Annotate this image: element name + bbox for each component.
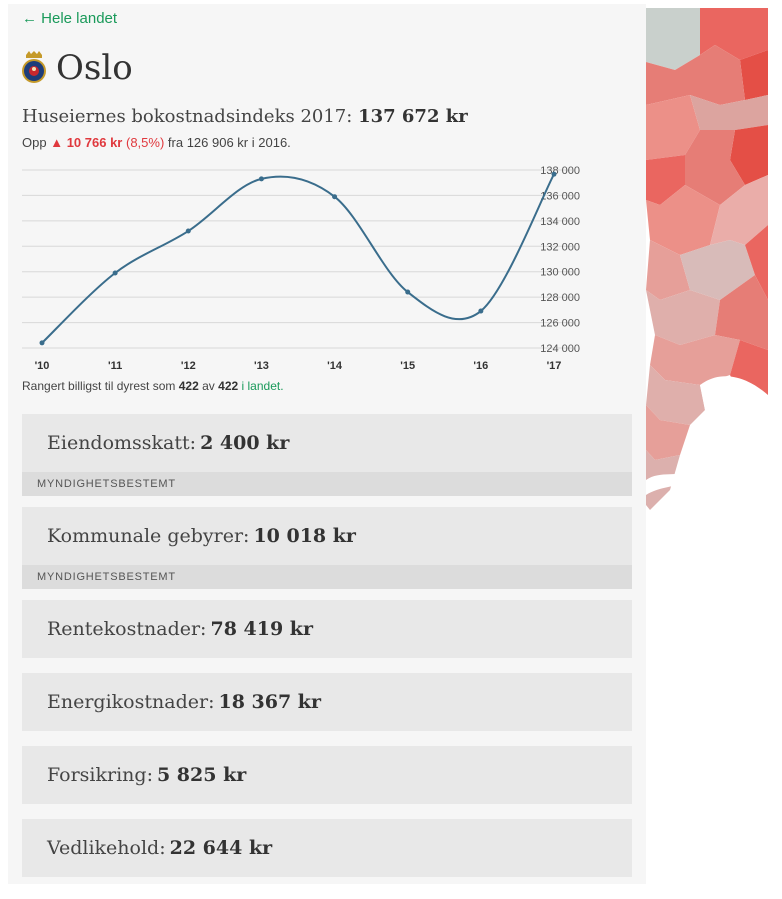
card-title: Forsikring: 5 825 kr <box>22 746 632 804</box>
card-tag: MYNDIGHETSBESTEMT <box>22 472 632 496</box>
y-tick-label: 136 000 <box>540 190 580 202</box>
page-header: Oslo <box>20 48 133 88</box>
data-point <box>551 171 557 177</box>
card-property-tax[interactable]: Eiendomsskatt: 2 400 kr MYNDIGHETSBESTEM… <box>22 414 632 496</box>
rank-position: 422 <box>178 379 199 393</box>
y-tick-label: 130 000 <box>540 267 580 279</box>
card-value: 5 825 kr <box>156 764 247 786</box>
card-insurance[interactable]: Forsikring: 5 825 kr <box>22 746 632 804</box>
data-point <box>258 176 264 182</box>
series-line <box>41 173 555 344</box>
card-value: 10 018 kr <box>253 525 356 547</box>
card-label: Kommunale gebyrer: <box>47 525 250 547</box>
x-tick-label: '17 <box>547 360 562 372</box>
y-tick-label: 134 000 <box>540 216 580 228</box>
x-tick-label: '14 <box>327 360 343 372</box>
card-value: 22 644 kr <box>169 837 273 859</box>
rank-prefix: Rangert billigst til dyrest som <box>22 379 176 393</box>
y-tick-label: 126 000 <box>540 318 580 330</box>
data-point <box>185 228 191 234</box>
card-municipal-fees[interactable]: Kommunale gebyrer: 10 018 kr MYNDIGHETSB… <box>22 507 632 589</box>
card-label: Rentekostnader: <box>47 618 207 640</box>
x-tick-label: '13 <box>254 360 269 372</box>
card-label: Forsikring: <box>47 764 153 786</box>
oslo-coat-of-arms-icon <box>22 51 46 83</box>
data-point <box>39 340 45 346</box>
card-title: Vedlikehold: 22 644 kr <box>22 819 632 877</box>
card-title: Rentekostnader: 78 419 kr <box>22 600 632 658</box>
page-title: Oslo <box>56 48 133 88</box>
data-point <box>478 308 484 314</box>
data-point <box>332 194 338 200</box>
up-arrow-icon: ▲ <box>50 135 64 150</box>
change-summary: Opp ▲ 10 766 kr (8,5%) fra 126 906 kr i … <box>22 135 291 150</box>
x-tick-label: '10 <box>35 360 50 372</box>
change-percent: (8,5%) <box>126 135 165 150</box>
card-title: Eiendomsskatt: 2 400 kr <box>22 414 632 472</box>
card-title: Energikostnader: 18 367 kr <box>22 673 632 731</box>
card-label: Energikostnader: <box>47 691 215 713</box>
card-value: 18 367 kr <box>218 691 321 713</box>
card-label: Eiendomsskatt: <box>47 432 197 454</box>
y-tick-label: 132 000 <box>540 241 580 253</box>
card-energy-costs[interactable]: Energikostnader: 18 367 kr <box>22 673 632 731</box>
price-index-line-chart: 138 000 136 000 134 000 132 000 130 000 128 0… <box>22 165 580 372</box>
card-maintenance[interactable]: Vedlikehold: 22 644 kr <box>22 819 632 877</box>
data-point <box>112 270 118 276</box>
country-link[interactable]: i landet. <box>241 379 284 393</box>
x-tick-label: '12 <box>181 360 196 372</box>
index-value: 137 672 kr <box>358 106 468 127</box>
x-tick-label: '15 <box>400 360 415 372</box>
change-amount: 10 766 kr <box>66 135 123 150</box>
index-heading: Huseiernes bokostnadsindeks 2017: 137 67… <box>22 106 468 127</box>
x-tick-label: '16 <box>473 360 488 372</box>
card-tag: MYNDIGHETSBESTEMT <box>22 565 632 589</box>
back-to-country-link[interactable]: ← Hele landet <box>22 10 118 27</box>
y-tick-label: 138 000 <box>540 165 580 177</box>
y-tick-label: 128 000 <box>540 292 580 304</box>
change-prefix: Opp <box>22 135 47 150</box>
change-suffix: fra 126 906 kr i 2016. <box>167 135 291 150</box>
card-label: Vedlikehold: <box>47 837 166 859</box>
ranking-text: Rangert billigst til dyrest som 422 av 4… <box>22 379 284 393</box>
rank-total: 422 <box>218 379 239 393</box>
rank-of: av <box>202 379 215 393</box>
card-interest-costs[interactable]: Rentekostnader: 78 419 kr <box>22 600 632 658</box>
card-title: Kommunale gebyrer: 10 018 kr <box>22 507 632 565</box>
y-tick-label: 124 000 <box>540 343 580 355</box>
card-value: 78 419 kr <box>210 618 313 640</box>
data-point <box>405 289 411 295</box>
x-tick-label: '11 <box>108 360 122 372</box>
index-label: Huseiernes bokostnadsindeks 2017: <box>22 106 353 127</box>
card-value: 2 400 kr <box>200 432 290 454</box>
